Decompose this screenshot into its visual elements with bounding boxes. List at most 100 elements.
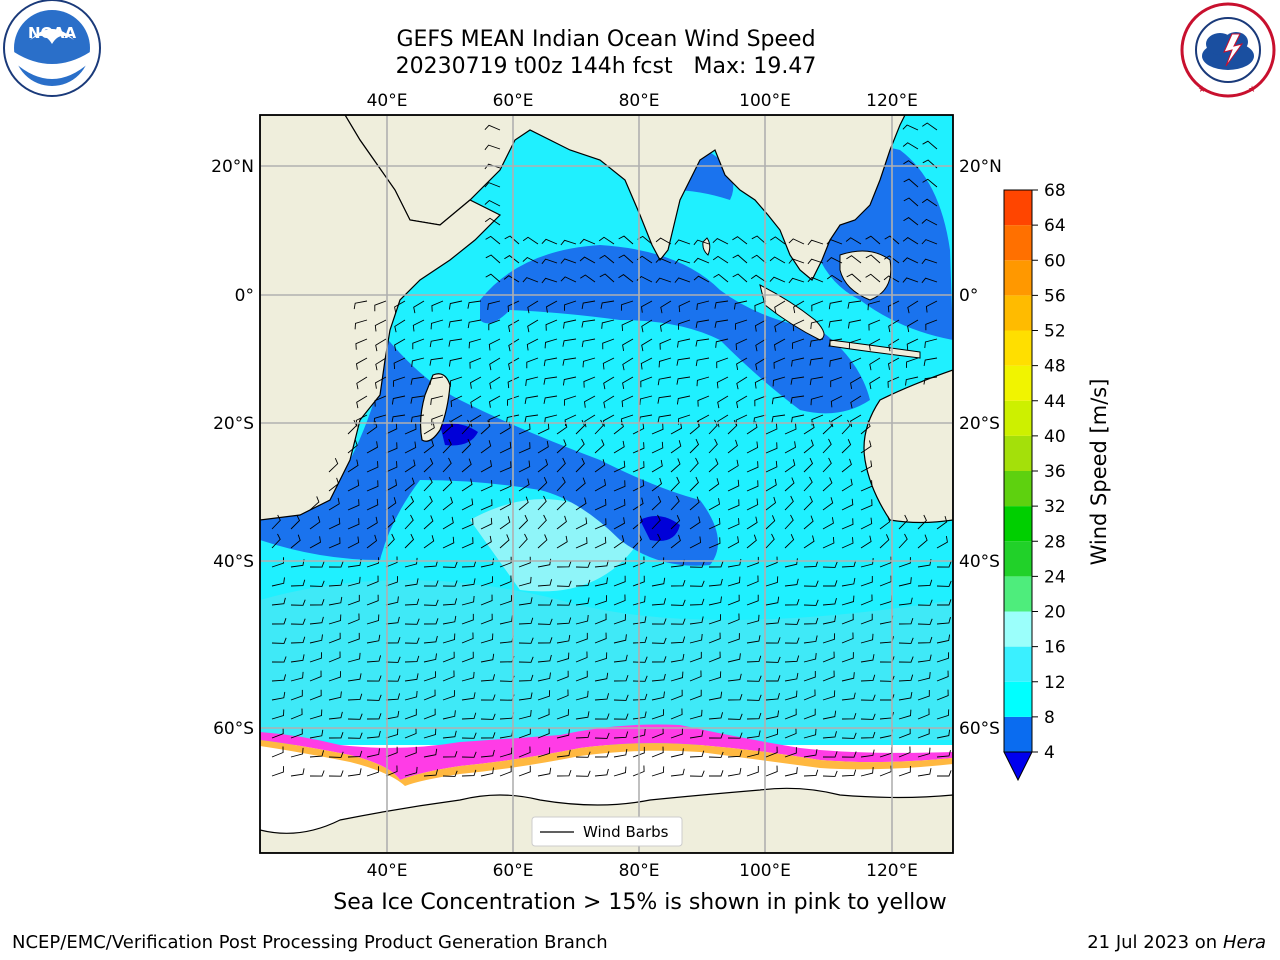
wind-barb (499, 498, 511, 511)
wind-barb (537, 727, 550, 739)
wind-barb (841, 439, 852, 454)
wind-barb (423, 769, 439, 777)
wind-barb (442, 651, 455, 663)
wind-barb (765, 746, 778, 758)
svg-text:★: ★ (1198, 85, 1206, 95)
wind-barb (518, 656, 534, 663)
wind-barb (860, 654, 875, 663)
wind-barb (754, 319, 767, 332)
wind-barb (290, 768, 305, 777)
wind-barb (922, 140, 938, 150)
wind-barb (488, 338, 501, 351)
wind-barb (902, 237, 919, 245)
wind-barb (451, 414, 463, 427)
wind-barb (537, 767, 552, 777)
wind-barb (527, 319, 539, 333)
wind-barb (784, 495, 794, 511)
wind-barb (499, 765, 512, 777)
wind-barb (898, 765, 911, 777)
lat-label-right: 20°S (959, 414, 1000, 434)
wind-barb (774, 338, 786, 351)
wind-barb (271, 618, 287, 625)
wind-barb (328, 596, 343, 606)
wind-barb (442, 457, 452, 473)
wind-barb (391, 414, 406, 423)
wind-barb (356, 376, 368, 390)
wind-barb (328, 751, 344, 758)
noaa-logo-text: NOAA (28, 24, 77, 42)
wind-barb (404, 673, 419, 682)
wind-barb (860, 535, 872, 549)
colorbar-tick-label: 16 (1044, 638, 1066, 658)
wind-barb (784, 655, 800, 663)
wind-barb (917, 599, 933, 606)
wind-barb (847, 300, 862, 309)
wind-barb (575, 561, 591, 568)
wind-barb (746, 534, 757, 549)
wind-barb (696, 376, 710, 387)
legend-label: Wind Barbs (583, 823, 669, 841)
wind-barb (556, 515, 567, 530)
wind-barb (594, 498, 607, 511)
wind-barb (632, 711, 647, 720)
wind-barb (708, 561, 724, 568)
wind-barb (613, 614, 626, 625)
wind-barb (448, 319, 463, 328)
wind-barb (651, 577, 666, 587)
wind-barb (423, 495, 433, 511)
wind-barb (562, 338, 577, 347)
wind-barb (537, 534, 548, 549)
wind-barb (823, 580, 838, 587)
wind-barb (537, 514, 547, 530)
colorbar-segment (1004, 681, 1032, 717)
wind-barb (580, 274, 596, 283)
wind-barb (385, 710, 400, 720)
wind-barb (582, 357, 596, 368)
wind-barb (803, 617, 819, 625)
wind-barb (765, 765, 778, 777)
wind-barb (575, 497, 587, 511)
wind-barb (709, 770, 724, 777)
wind-barb (556, 580, 572, 587)
wind-barb (788, 238, 805, 245)
wind-barb (461, 419, 471, 435)
wind-barb (822, 751, 838, 758)
wind-barb (860, 576, 873, 587)
wind-barb (902, 124, 919, 131)
wind-barb (613, 766, 627, 777)
wind-barb (696, 300, 710, 310)
wind-barb (831, 414, 843, 428)
colorbar-tick-label: 52 (1044, 322, 1066, 342)
wind-barb (902, 257, 919, 264)
wind-barb (860, 731, 876, 739)
wind-barb (385, 515, 396, 530)
wind-barb (309, 561, 325, 568)
wind-barb (518, 478, 530, 492)
wind-barb (411, 357, 425, 367)
wind-barb (765, 460, 778, 473)
wind-barb (385, 675, 401, 682)
wind-barb (461, 671, 475, 682)
wind-barb (374, 300, 387, 312)
wind-barb (563, 319, 577, 329)
wind-barb (651, 477, 663, 492)
wind-barb (632, 656, 648, 663)
wind-barb (790, 414, 805, 424)
wind-barb (765, 617, 781, 625)
wind-barb (714, 300, 729, 309)
wind-barb (499, 534, 510, 549)
wind-barb (632, 422, 645, 435)
wind-barb (670, 708, 683, 720)
wind-barb (807, 258, 824, 265)
wind-barb (480, 674, 496, 682)
wind-barb (543, 376, 558, 385)
wind-barb (841, 769, 857, 777)
wind-barb (735, 338, 748, 351)
wind-barb (917, 514, 927, 530)
wind-barb (841, 478, 853, 492)
wind-barb (309, 616, 324, 625)
wind-barb (429, 357, 444, 366)
wind-barb (784, 459, 796, 473)
wind-barb (404, 423, 417, 435)
wind-barb (925, 319, 938, 331)
